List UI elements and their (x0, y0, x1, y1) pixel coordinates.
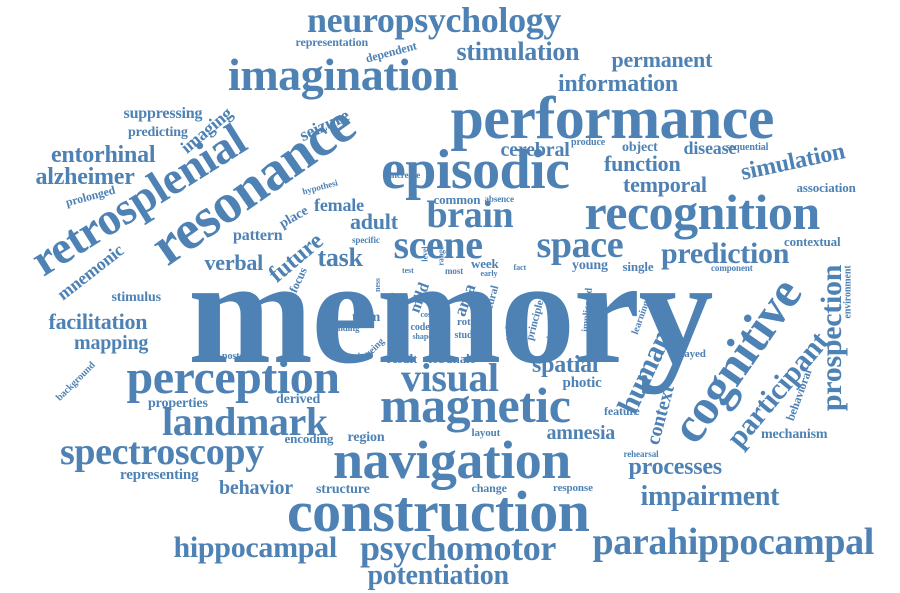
word-test: test (402, 266, 414, 275)
word-verbal: verbal (204, 250, 264, 275)
word-permanent: permanent (611, 47, 713, 72)
word-hippocampal: hippocampal (173, 531, 338, 564)
word-early: early (480, 269, 498, 278)
word-cost: cost (420, 310, 434, 319)
word-mechanism: mechanism (761, 427, 828, 442)
word-word: word (545, 336, 555, 354)
word-potentiation: potentiation (367, 560, 510, 591)
word-sequential: sequential (726, 142, 769, 153)
word-rote: rote (457, 315, 476, 328)
word-component: component (711, 262, 753, 273)
word-cerebral: cerebral (500, 139, 570, 161)
word-absence: absence (484, 193, 514, 204)
word-construction: construction (287, 479, 590, 544)
word-object: object (622, 140, 658, 155)
word-spectroscopy: spectroscopy (60, 431, 264, 473)
word-background: background (53, 359, 98, 404)
word-entorhinal: entorhinal (51, 142, 156, 168)
word-recognition: recognition (584, 184, 821, 240)
word-male: male (449, 350, 476, 366)
word-task: task (317, 243, 363, 272)
word-feature: feature (604, 404, 640, 418)
word-impairment: impairment (640, 481, 780, 512)
word-ness: ness (372, 278, 382, 292)
word-magnetic: magnetic (380, 377, 571, 433)
word-alzheimer: alzheimer (35, 164, 135, 190)
word-specific: specific (352, 234, 380, 245)
word-female: female (314, 195, 364, 215)
word-study: study (454, 330, 478, 341)
word-stimulus: stimulus (111, 290, 162, 305)
word-post: post (506, 331, 520, 340)
word-photic: photic (562, 374, 602, 391)
word-visual: visual (401, 355, 499, 400)
word-structure: structure (316, 482, 370, 497)
word-finding: finding (332, 322, 360, 333)
word-week: week (471, 255, 499, 271)
word-space: space (536, 224, 624, 266)
word-code: code (410, 322, 430, 333)
word-layout: layout (471, 426, 501, 439)
word-stimulation: stimulation (456, 37, 580, 66)
word-young: young (572, 258, 608, 273)
word-level: level (420, 246, 430, 262)
word-episodic: episodic (381, 139, 570, 201)
word-perception: perception (126, 351, 340, 404)
word-pattern: pattern (233, 227, 283, 244)
word-facilitation: facilitation (48, 309, 148, 334)
word-spatial: spatial (532, 352, 599, 378)
word-function: function (604, 151, 681, 176)
word-properties: properties (148, 396, 208, 411)
word-single: single (622, 258, 654, 274)
word-suppressing: suppressing (123, 105, 203, 122)
word-shape: shape (412, 332, 432, 341)
word-rehearsal: rehearsal (623, 448, 659, 459)
word-response: response (553, 481, 593, 494)
word-derived: derived (276, 392, 321, 407)
word-term: term (352, 310, 381, 325)
word-performance: performance (450, 85, 775, 151)
word-scene: scene (393, 222, 483, 267)
word-delayed: delayed (670, 347, 706, 360)
word-amnesia: amnesia (546, 422, 616, 444)
word-landmark: landmark (162, 399, 328, 444)
word-prediction: prediction (661, 237, 790, 270)
word-material: material (332, 352, 368, 363)
word-common: common (433, 191, 481, 207)
word-navigation: navigation (333, 430, 571, 490)
word-encoding: encoding (284, 430, 334, 446)
word-region: region (347, 430, 385, 445)
word-environment: environment (842, 265, 854, 319)
word-increase: increase (389, 169, 421, 180)
word-parahippocampal: parahippocampal (592, 521, 875, 563)
word-information: information (558, 71, 679, 97)
word-processes: processes (628, 454, 723, 480)
word-most: most (445, 265, 464, 276)
word-produce: produce (571, 137, 606, 148)
word-change: change (471, 481, 507, 495)
word-over: over (387, 292, 397, 308)
word-behavior: behavior (219, 477, 293, 499)
word-psychomotor: psychomotor (360, 528, 557, 568)
word-temporal: temporal (623, 172, 707, 197)
word-range: range (436, 246, 446, 266)
word-representation: representation (295, 35, 369, 49)
word-adult: adult (350, 209, 398, 234)
word-imagination: imagination (228, 49, 459, 100)
word-memory: memory (188, 229, 714, 395)
word-brain: brain (426, 194, 514, 236)
word-contextual: contextual (784, 233, 841, 249)
word-posterior: posterior (222, 351, 260, 362)
word-mapping: mapping (74, 332, 149, 354)
word-lobe: lobe (428, 350, 452, 366)
word-association: association (796, 179, 856, 195)
word-predicting: predicting (128, 125, 188, 140)
word-neuropsychology: neuropsychology (307, 0, 561, 40)
word-result: result (386, 350, 418, 366)
word-disease: disease (683, 138, 737, 158)
word-place: place (277, 203, 311, 232)
word-fact: fact (513, 263, 527, 272)
word-representing: representing (120, 466, 199, 483)
